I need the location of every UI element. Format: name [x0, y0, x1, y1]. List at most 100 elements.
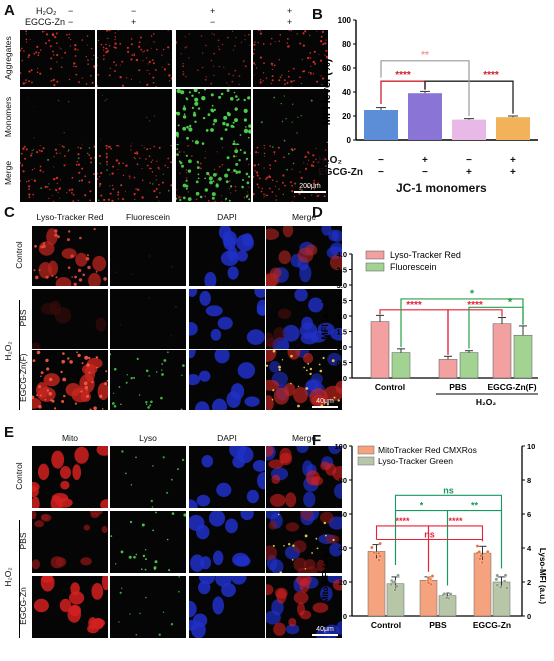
micrograph-tile [32, 289, 108, 349]
micrograph-tile [176, 89, 251, 146]
data-point [478, 556, 482, 561]
bracket [468, 306, 524, 349]
panel-f-chart: 0 20 40 60 80 100 0 2 4 6 8 10 Control PBS EGCG-Zn ns *… [321, 442, 547, 630]
panel-b-bars [364, 90, 530, 140]
y-tick-label: 3.5 [337, 266, 347, 275]
y-tick-label: 80 [342, 40, 351, 49]
micrograph-tile [176, 145, 251, 202]
panel-a-label: A [4, 2, 15, 19]
panel-a-egcg-sign: + [287, 17, 293, 27]
y-tick-label: 60 [342, 64, 351, 73]
scale-bar-line [312, 634, 338, 636]
data-point [378, 541, 382, 546]
panel-f-significance: ns* ******ns**** [375, 485, 503, 586]
data-point [477, 550, 481, 554]
panel-e-group-label: H₂O₂ [3, 567, 13, 587]
panel-e-column-header: Lyso [139, 433, 157, 443]
data-point [495, 573, 499, 578]
bracket [380, 60, 470, 116]
y-tick-label-right: 6 [527, 510, 531, 519]
y-tick-label: 20 [342, 112, 351, 121]
panel-c-scale-bar: 40μm [312, 398, 338, 408]
legend-swatch [365, 250, 385, 260]
data-point [377, 558, 381, 562]
data-point [505, 586, 509, 590]
data-point [495, 583, 500, 587]
panel-b-xlabel: JC-1 monomers [396, 181, 487, 195]
micrograph-tile [97, 145, 172, 202]
y-tick-label: 1.0 [337, 343, 347, 352]
sig-label: **** [448, 516, 463, 526]
bar [370, 321, 390, 379]
y-tick-label-left: 100 [334, 442, 347, 451]
micrograph-tile [189, 226, 265, 286]
y-tick-label: 100 [338, 16, 352, 25]
panel-a-row-label: Merge [3, 160, 13, 185]
data-point [503, 573, 508, 578]
data-point [392, 580, 397, 584]
bracket [376, 538, 484, 542]
micrograph-tile [32, 226, 108, 286]
panel-a-h2o-sign: − [68, 6, 74, 16]
sig-label: ** [421, 50, 429, 61]
micrograph-tile [97, 89, 172, 146]
panel-c-column-header: Merge [291, 212, 317, 222]
micrograph-tile [266, 289, 342, 349]
y-tick-label: 4.0 [337, 250, 347, 259]
y-tick-label: 40 [342, 88, 351, 97]
micrograph-tile [110, 289, 186, 349]
data-point [396, 573, 400, 578]
panel-a-h2o-sign: + [210, 6, 216, 16]
panel-c-group-label: H₂O₂ [3, 341, 13, 361]
y-tick-label: 0.0 [337, 374, 347, 383]
data-point [486, 550, 490, 554]
y-tick-label: 3.0 [337, 281, 347, 290]
micrograph-tile [189, 446, 265, 508]
x-tick-label: PBS [449, 382, 467, 392]
bar [459, 352, 479, 379]
data-point [475, 544, 480, 548]
panel-a-h2o-sign: + [287, 6, 293, 16]
micrograph-tile [266, 226, 342, 286]
panel-e-label: E [4, 424, 15, 441]
x-tick-label: Control [371, 620, 401, 630]
sig-label: ** [471, 501, 479, 511]
micrograph-tile [110, 226, 186, 286]
y-tick-label-left: 40 [339, 544, 347, 553]
x-tick-label: EGCG-Zn(F) [487, 382, 536, 392]
panel-f-ylabel-left: Mito-MFI (a.u.) [321, 549, 330, 604]
panel-d-bars [370, 314, 533, 379]
micrograph-tile [32, 511, 108, 573]
data-point [494, 577, 499, 582]
micrograph-tile [189, 511, 265, 573]
panel-b-egcg-sign: + [466, 167, 472, 178]
micrograph-tile [266, 511, 342, 573]
panel-b-h2o-sign: − [466, 155, 472, 166]
data-point [479, 553, 483, 558]
y-tick-label-right: 0 [527, 612, 531, 621]
panel-a-h2o-sign: − [131, 6, 137, 16]
panel-a-h2o-label: H₂O₂ [36, 6, 57, 16]
panel-e-scale-bar: 40μm [312, 626, 338, 636]
data-point [389, 582, 393, 587]
bar [408, 93, 442, 140]
micrograph-tile [189, 576, 265, 638]
micrograph-tile [189, 289, 265, 349]
panel-b-egcg-sign: − [422, 167, 428, 178]
data-point [444, 595, 449, 600]
y-tick-label-left: 20 [339, 578, 347, 587]
group-label: H₂O₂ [476, 397, 497, 407]
y-tick-label-left: 60 [339, 510, 347, 519]
x-tick-label: EGCG-Zn [473, 620, 511, 630]
panel-b-h2o-sign: + [422, 155, 428, 166]
panel-c-group-bracket [19, 300, 20, 410]
data-point [376, 551, 381, 556]
bar [452, 119, 486, 140]
x-tick-label: Control [375, 382, 405, 392]
panel-a-egcg-sign: + [131, 17, 137, 27]
sig-label: **** [395, 70, 411, 81]
micrograph-tile [253, 89, 328, 146]
panel-c-column-header: Fluorescein [126, 212, 170, 222]
